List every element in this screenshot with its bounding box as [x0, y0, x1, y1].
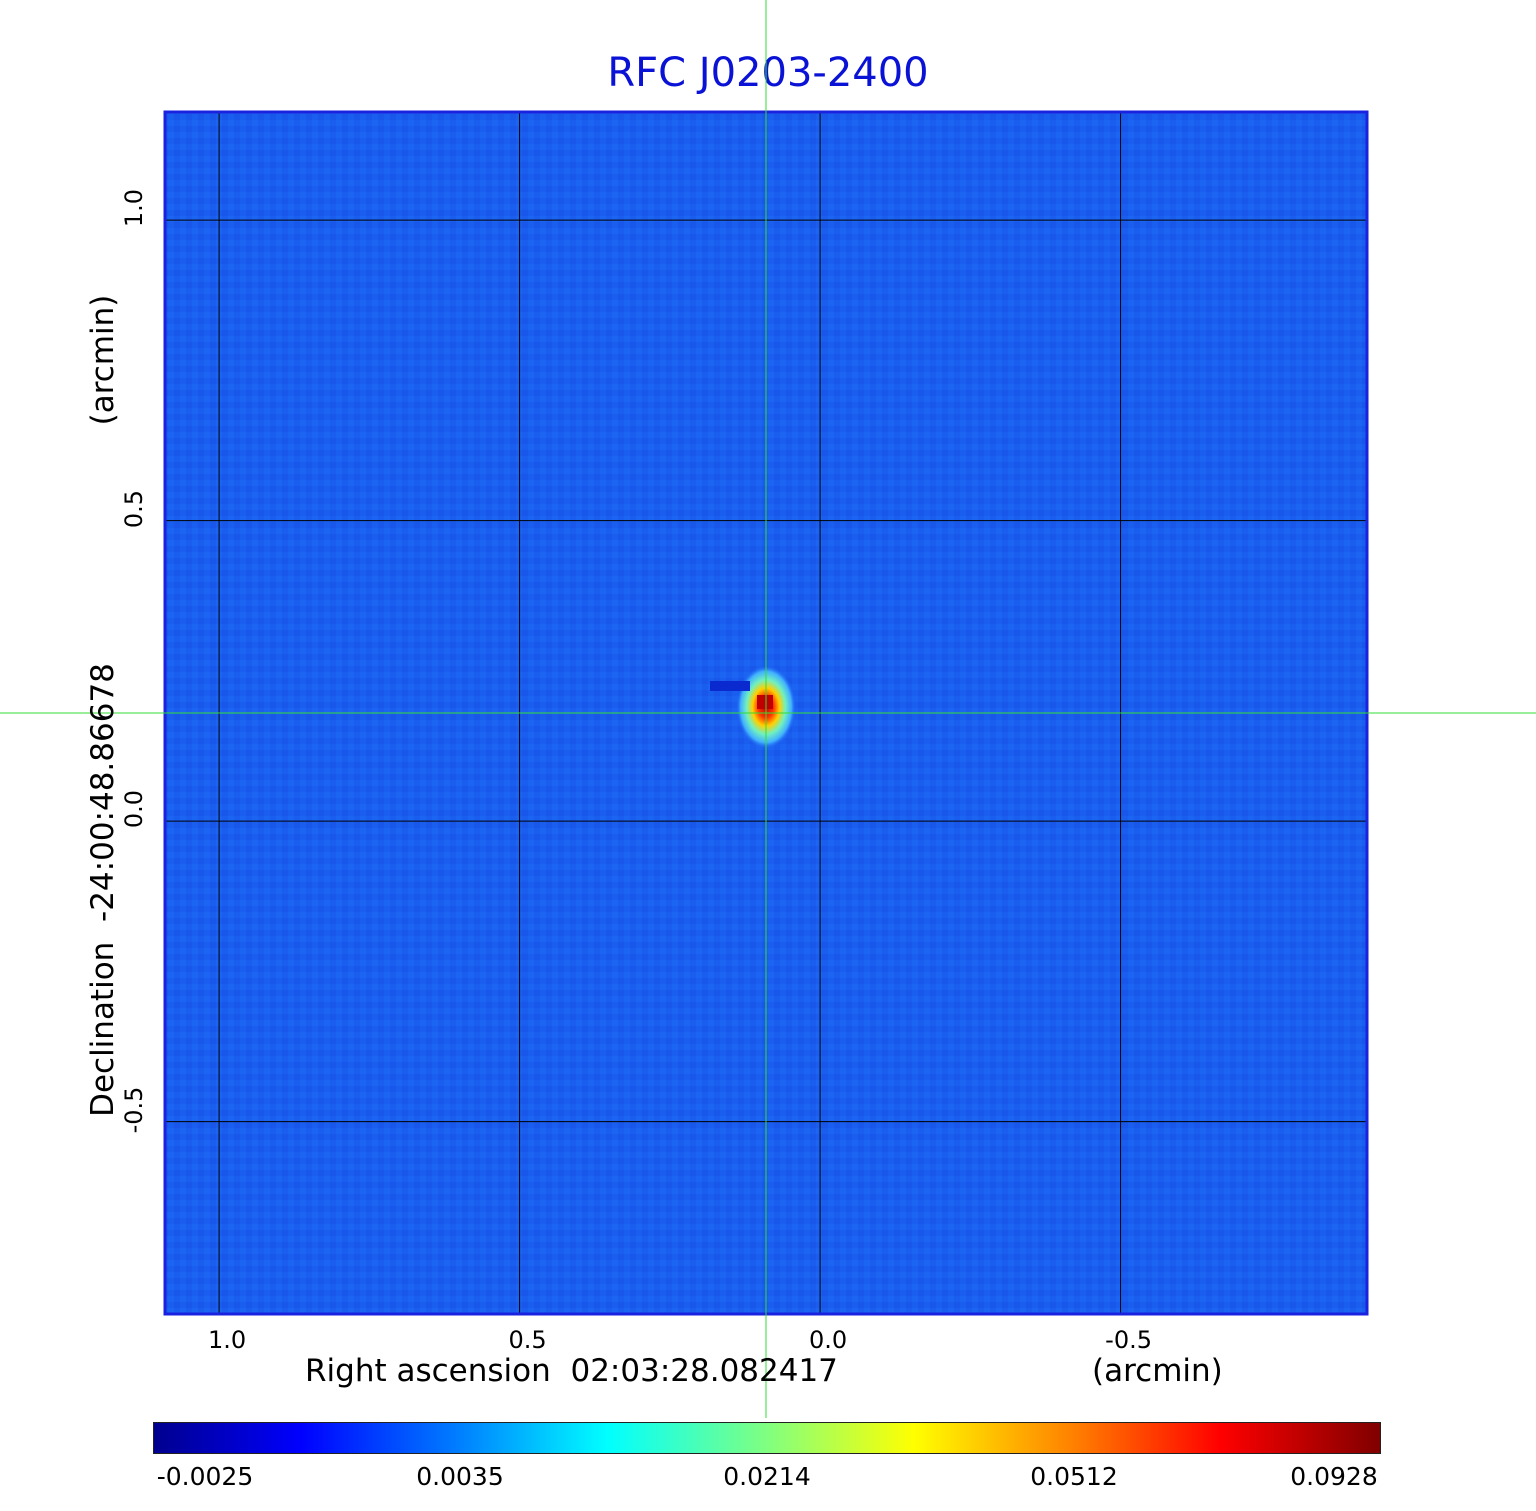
y-tick-label: 0.5 — [120, 489, 148, 528]
source-sidelobe — [710, 680, 750, 691]
colorbar-tick-label: -0.0025 — [156, 1462, 254, 1491]
x-tick-label: 1.0 — [207, 1326, 247, 1354]
x-tick-label: 0.0 — [808, 1326, 848, 1354]
y-axis-unit: (arcmin) — [85, 294, 121, 426]
x-axis-label: Right ascension 02:03:28.082417 — [305, 1353, 838, 1389]
source-peak — [757, 694, 773, 709]
colorbar-tick-label: 0.0214 — [723, 1462, 811, 1491]
colorbar-tick-label: 0.0512 — [1030, 1462, 1118, 1491]
crosshair — [0, 0, 1536, 1418]
y-tick-label: 0.0 — [120, 790, 148, 829]
x-tick-label: -0.5 — [1105, 1326, 1152, 1354]
y-tick-label: 1.0 — [120, 189, 148, 228]
x-axis-unit: (arcmin) — [1092, 1353, 1223, 1389]
y-axis-label: Declination -24:00:48.86678 — [85, 663, 121, 1117]
chart-title: RFC J0203-2400 — [607, 50, 929, 96]
colorbar-tick-label: 0.0035 — [416, 1462, 504, 1491]
colorbar — [153, 1422, 1381, 1454]
y-tick-label: -0.5 — [120, 1086, 148, 1134]
colorbar-tick-label: 0.0928 — [1290, 1462, 1378, 1491]
x-tick-label: 0.5 — [508, 1326, 547, 1354]
